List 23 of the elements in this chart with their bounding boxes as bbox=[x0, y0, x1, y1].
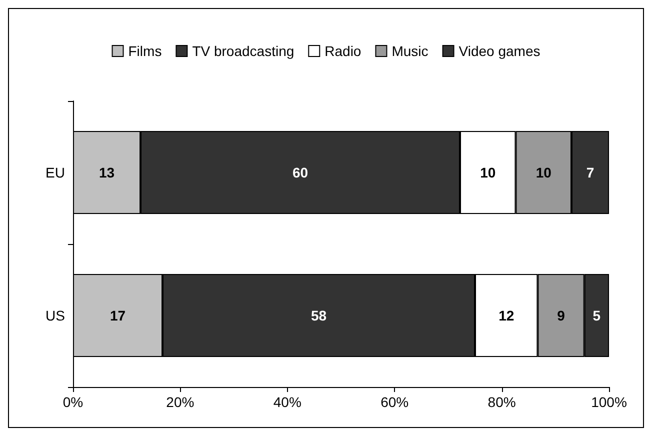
data-label: 60 bbox=[292, 164, 308, 180]
x-tick-label: 40% bbox=[273, 394, 302, 410]
data-label: 5 bbox=[592, 308, 601, 324]
y-tick-label: US bbox=[46, 308, 65, 324]
legend-label: TV broadcasting bbox=[192, 43, 294, 59]
x-tick-label: 100% bbox=[591, 394, 627, 410]
legend-label: Radio bbox=[324, 43, 362, 59]
y-tick-label: EU bbox=[46, 164, 65, 180]
x-tick-label: 60% bbox=[380, 394, 409, 410]
data-label: 58 bbox=[310, 308, 327, 324]
x-tick-label: 20% bbox=[166, 394, 194, 410]
data-label: 10 bbox=[480, 164, 496, 180]
data-label: 10 bbox=[536, 164, 552, 180]
legend-label: Music bbox=[392, 43, 428, 59]
x-tick-label: 0% bbox=[62, 394, 84, 410]
x-tick-label: 80% bbox=[488, 394, 516, 410]
legend-label: Films bbox=[128, 43, 162, 59]
legend-label: Video games bbox=[458, 43, 540, 59]
data-label: 12 bbox=[498, 308, 514, 324]
data-label: 9 bbox=[557, 308, 566, 324]
data-label: 13 bbox=[98, 164, 115, 180]
data-label: 17 bbox=[110, 308, 126, 324]
data-label: 7 bbox=[586, 164, 594, 180]
